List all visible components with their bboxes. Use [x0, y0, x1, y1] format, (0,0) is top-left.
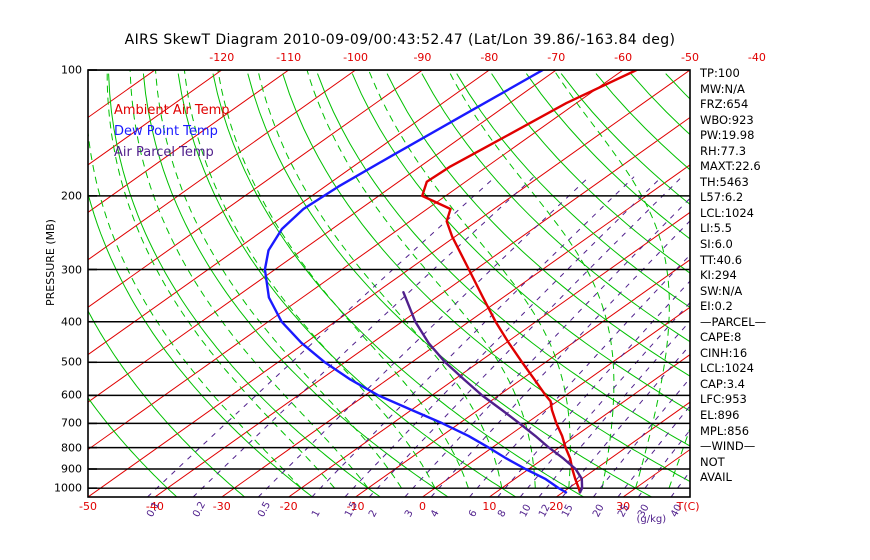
pressure-tick: 200	[61, 189, 82, 203]
pressure-tick: 900	[61, 462, 82, 476]
sounding-parameter: LCL:1024	[700, 205, 754, 220]
sounding-parameter: CAP:3.4	[700, 376, 745, 391]
sounding-parameter: L57:6.2	[700, 190, 744, 205]
sounding-parameter: MW:N/A	[700, 81, 745, 96]
sounding-parameter: SI:6.0	[700, 237, 733, 252]
sounding-parameter: CAPE:8	[700, 330, 742, 345]
top-temp-tick: -100	[343, 51, 369, 64]
sounding-parameter: MAXT:22.6	[700, 159, 761, 174]
sounding-parameters-panel: TP:100 MW:N/A FRZ:654 WBO:923 PW:19.98 RH:77.…	[700, 66, 860, 486]
top-temp-tick: -80	[480, 51, 499, 64]
top-temp-tick: -50	[681, 51, 699, 64]
pressure-tick: 700	[61, 416, 82, 430]
top-temp-tick: -70	[547, 51, 566, 64]
top-temp-tick: -110	[276, 51, 302, 64]
pressure-tick: 1000	[54, 481, 82, 495]
pressure-tick: 400	[61, 315, 82, 329]
sounding-parameter: EL:896	[700, 408, 740, 423]
bottom-temp-tick: 20	[549, 500, 564, 513]
sounding-parameter: LI:5.5	[700, 221, 732, 236]
pressure-tick: 100	[61, 63, 82, 77]
mixing-ratio-unit-label: (g/kg)	[636, 514, 667, 525]
sounding-parameter: TT:40.6	[700, 252, 743, 267]
sounding-parameter: KI:294	[700, 268, 737, 283]
bottom-temp-tick: -50	[79, 500, 97, 513]
sounding-parameter: WBO:923	[700, 112, 754, 127]
sounding-parameter: TH:5463	[700, 174, 749, 189]
sounding-parameter: LFC:953	[700, 392, 747, 407]
sounding-parameter: AVAIL	[700, 470, 732, 485]
bottom-temp-tick: -30	[212, 500, 231, 513]
bottom-temp-tick: -10	[346, 500, 365, 513]
pressure-tick: 500	[61, 355, 82, 369]
bottom-temp-tick: -40	[145, 500, 164, 513]
legend-air-parcel-temp: Air Parcel Temp	[114, 145, 214, 160]
bottom-temp-tick: -20	[279, 500, 298, 513]
bottom-temp-tick: 10	[482, 500, 497, 513]
sounding-parameter: EI:0.2	[700, 299, 733, 314]
sounding-parameter: LCL:1024	[700, 361, 754, 376]
sounding-parameter: FRZ:654	[700, 97, 749, 112]
top-temp-tick: -40	[747, 51, 766, 64]
temperature-unit-label: T(C)	[676, 500, 700, 513]
sounding-parameter: CINH:16	[700, 345, 748, 360]
legend-ambient-air-temp: Ambient Air Temp	[114, 103, 230, 118]
page-title: AIRS SkewT Diagram 2010-09-09/00:43:52.4…	[124, 32, 676, 48]
pressure-tick: 800	[61, 441, 82, 455]
top-temp-tick: -120	[209, 51, 235, 64]
sounding-parameter: NOT	[700, 454, 725, 469]
sounding-parameter: SW:N/A	[700, 283, 743, 298]
top-temp-tick: -60	[614, 51, 633, 64]
bottom-temp-tick: 30	[616, 500, 631, 513]
sounding-parameter: TP:100	[700, 66, 740, 80]
sounding-parameter: PW:19.98	[700, 128, 755, 143]
pressure-tick: 600	[61, 388, 82, 402]
sounding-parameter: —PARCEL—	[700, 314, 767, 329]
top-temp-tick: -90	[413, 51, 432, 64]
bottom-temp-tick: 0	[418, 500, 426, 513]
sounding-parameter: RH:77.3	[700, 143, 747, 158]
sounding-parameter: —WIND—	[700, 439, 756, 454]
legend-dew-point-temp: Dew Point Temp	[114, 124, 218, 139]
pressure-tick: 300	[61, 263, 82, 276]
sounding-parameter: MPL:856	[700, 423, 750, 438]
